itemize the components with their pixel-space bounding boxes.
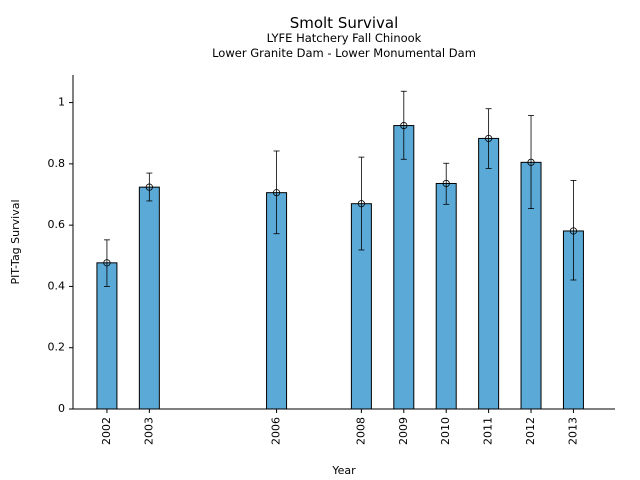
x-tick-label-2002: 2002 bbox=[100, 417, 113, 445]
x-tick-label-2003: 2003 bbox=[142, 417, 155, 445]
bar-2011 bbox=[478, 137, 500, 410]
y-tick-label-1: 1 bbox=[58, 96, 65, 109]
y-tick-label-0.4: 0.4 bbox=[48, 279, 66, 292]
x-tick-label-2008: 2008 bbox=[354, 417, 367, 445]
y-tick-label-0.6: 0.6 bbox=[48, 218, 66, 231]
bar-2010 bbox=[435, 182, 457, 410]
point-marker-2013 bbox=[569, 227, 578, 235]
bar-2009 bbox=[393, 125, 415, 410]
point-marker-2002 bbox=[103, 259, 111, 267]
x-tick-label-2006: 2006 bbox=[270, 417, 283, 445]
y-axis-label: PIT-Tag Survival bbox=[9, 199, 22, 284]
point-marker-2008 bbox=[357, 200, 365, 208]
bars-group bbox=[96, 125, 584, 410]
x-tick-label-2012: 2012 bbox=[524, 417, 537, 445]
chart-subtitle-line1: LYFE Hatchery Fall Chinook bbox=[267, 31, 422, 45]
x-tick-label-2011: 2011 bbox=[482, 417, 495, 445]
x-tick-label-2009: 2009 bbox=[397, 417, 410, 445]
chart-subtitle-line2: Lower Granite Dam - Lower Monumental Dam bbox=[212, 46, 476, 60]
point-marker-2003 bbox=[145, 183, 153, 191]
error-bars-group bbox=[103, 90, 578, 287]
x-tick-label-2013: 2013 bbox=[566, 417, 579, 445]
x-tick-label-2010: 2010 bbox=[439, 417, 452, 445]
y-tick-label-0.8: 0.8 bbox=[48, 157, 66, 170]
y-tick-label-0: 0 bbox=[58, 402, 65, 415]
y-tick-label-0.2: 0.2 bbox=[48, 341, 66, 354]
bar-2003 bbox=[138, 186, 160, 410]
x-axis-label: Year bbox=[331, 464, 356, 477]
chart-title: Smolt Survival bbox=[290, 14, 399, 32]
point-marker-2009 bbox=[400, 121, 408, 130]
point-marker-2011 bbox=[485, 134, 493, 143]
y-ticks-group: 0 0.2 0.4 0.6 0.8 1 bbox=[48, 96, 73, 415]
point-marker-2010 bbox=[442, 179, 450, 188]
x-ticks-group: 2002 2003 2006 2008 2009 2010 2011 2012 2013 bbox=[100, 409, 579, 445]
point-marker-2006 bbox=[272, 189, 281, 197]
point-marker-2012 bbox=[527, 158, 535, 166]
